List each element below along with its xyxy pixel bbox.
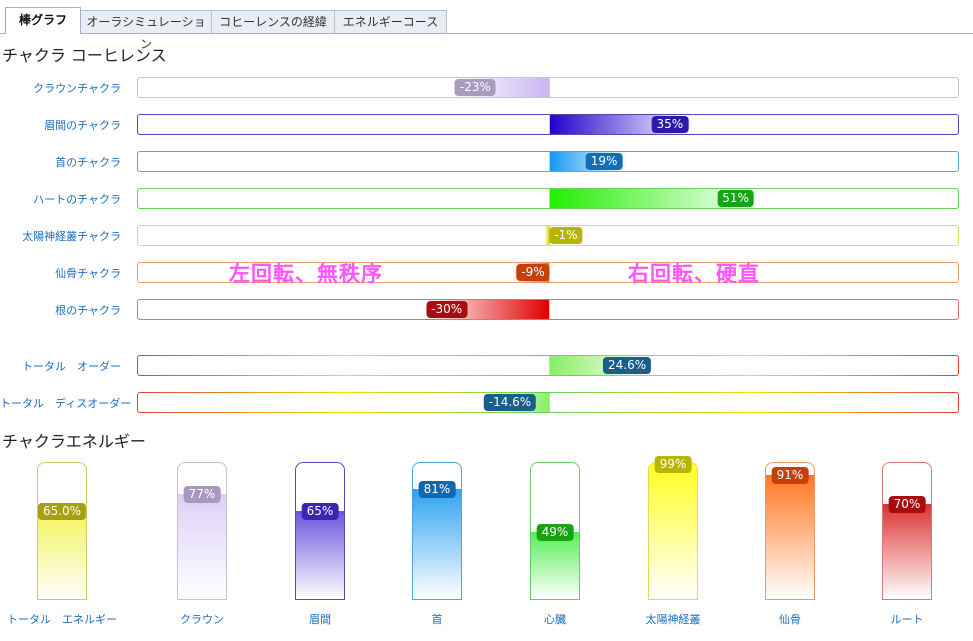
energy-label: 仙骨 [779, 613, 801, 626]
energy-value: 70% [888, 496, 926, 513]
center-divider [549, 393, 550, 412]
center-divider [549, 189, 550, 208]
chakra-row-value: -1% [549, 227, 583, 244]
energy-column [765, 462, 815, 600]
center-divider [549, 300, 550, 319]
total-disorder-row-track [137, 392, 959, 413]
tab-coherence-history[interactable]: コヒーレンスの経緯 [211, 10, 335, 33]
energy-value: 65.0% [37, 503, 87, 520]
energy-value: 49% [536, 524, 574, 541]
chakra-row-value: 19% [585, 153, 623, 170]
energy-tube [295, 462, 345, 600]
chakra-row-label: 太陽神経叢チャクラ [22, 230, 121, 243]
energy-label: 眉間 [309, 613, 331, 626]
energy-label: ルート [890, 613, 924, 626]
energy-fill [883, 504, 931, 599]
energy-label: 太陽神経叢 [645, 613, 701, 626]
energy-label: クラウン [180, 613, 224, 626]
energy-column [295, 462, 345, 600]
chakra-row-label: ハートのチャクラ [33, 193, 121, 206]
chakra-row-label: 首のチャクラ [55, 156, 121, 169]
chakra-row-value: -30% [426, 301, 468, 318]
tab-aura-simulation[interactable]: オーラシミュレーション [80, 10, 212, 51]
center-divider [549, 78, 550, 97]
energy-column [882, 462, 932, 600]
energy-label: 首 [431, 613, 443, 626]
chakra-row-label: 眉間のチャクラ [44, 119, 121, 132]
tab-energy-course[interactable]: エネルギーコース [334, 10, 447, 33]
total-disorder-row-label: トータル ディスオーダー [0, 397, 132, 410]
energy-label: トータル エネルギー [7, 613, 117, 626]
energy-fill [38, 511, 86, 599]
energy-value: 77% [183, 486, 221, 503]
energy-value: 99% [654, 456, 692, 473]
chakra-row-label: クラウンチャクラ [33, 82, 121, 95]
coherence-title: チャクラ コーヒレンス [2, 46, 167, 65]
energy-tube [37, 462, 87, 600]
chakra-row-track [137, 188, 959, 209]
chakra-row-label: 仙骨チャクラ [55, 267, 121, 280]
overlay-left-rotation: 左回転、無秩序 [229, 262, 383, 286]
energy-column [37, 462, 87, 600]
chakra-row-fill [544, 226, 549, 245]
energy-value: 65% [301, 503, 339, 520]
energy-fill [178, 494, 226, 599]
overlay-right-rotation: 右回転、硬直 [628, 262, 760, 286]
center-divider [549, 263, 550, 282]
energy-tube [177, 462, 227, 600]
energy-column [177, 462, 227, 600]
center-divider [549, 152, 550, 171]
energy-fill [413, 489, 461, 599]
center-divider [549, 115, 550, 134]
chakra-row-track [137, 225, 959, 246]
chakra-row-value: -23% [454, 79, 496, 96]
tab-bar: 棒グラフ オーラシミュレーション コヒーレンスの経緯 エネルギーコース [0, 0, 973, 51]
chakra-row-track [137, 299, 959, 320]
tab-divider [0, 33, 973, 34]
chakra-row-fill [549, 189, 759, 208]
chakra-row-track [137, 77, 959, 98]
energy-value: 81% [418, 481, 456, 498]
energy-fill [531, 532, 579, 599]
total-order-row-track [137, 355, 959, 376]
energy-column [648, 462, 698, 600]
total-disorder-row-value: -14.6% [483, 394, 537, 411]
energy-tube [648, 462, 698, 600]
energy-tube [882, 462, 932, 600]
chakra-row-value: 35% [651, 116, 689, 133]
energy-label: 心臓 [544, 613, 566, 626]
energy-fill [766, 475, 814, 599]
energy-fill [296, 511, 344, 599]
energy-value: 91% [771, 467, 809, 484]
center-divider [549, 356, 550, 375]
total-order-row-value: 24.6% [603, 357, 652, 374]
chakra-row-value: 51% [717, 190, 754, 207]
energy-fill [649, 464, 697, 599]
chakra-row-label: 根のチャクラ [55, 304, 121, 317]
energy-tube [765, 462, 815, 600]
total-order-row-label: トータル オーダー [22, 360, 121, 373]
energy-title: チャクラエネルギー [2, 432, 146, 451]
chakra-row-track [137, 151, 959, 172]
tab-bar-graph[interactable]: 棒グラフ [5, 7, 81, 34]
chakra-row-value: -9% [516, 264, 550, 281]
chakra-row-track [137, 114, 959, 135]
